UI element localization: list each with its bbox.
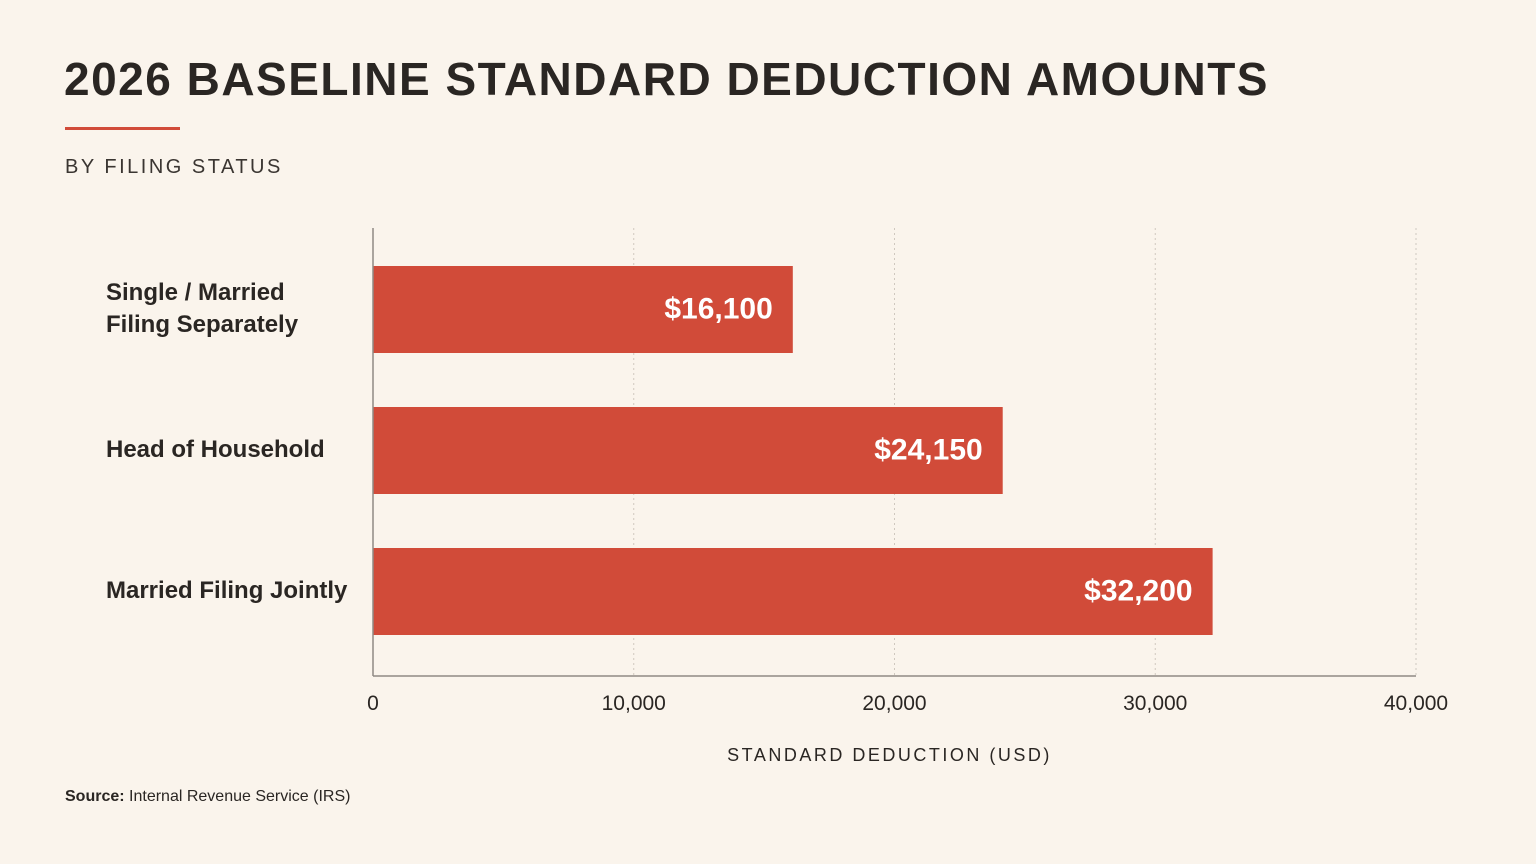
source-label: Source: (65, 788, 125, 805)
bar-1 (373, 407, 1003, 494)
bar-2 (373, 548, 1213, 635)
chart-title: 2026 BASELINE STANDARD DEDUCTION AMOUNTS (64, 53, 1269, 105)
bar-value-label-0: $16,100 (664, 292, 772, 325)
category-label-0-1: Filing Separately (106, 311, 299, 338)
bar-0 (373, 266, 793, 353)
bars (373, 266, 1213, 635)
title-accent-rule (65, 127, 180, 130)
source-text: Internal Revenue Service (IRS) (129, 788, 351, 805)
bar-value-label-2: $32,200 (1084, 574, 1192, 607)
x-tick-label-2: 20,000 (862, 692, 926, 715)
category-label-2-0: Married Filing Jointly (106, 577, 348, 604)
labels: $16,100 $24,150 $32,200 0 10,000 20,000 30,000… (106, 279, 1448, 765)
x-tick-label-3: 30,000 (1123, 692, 1187, 715)
x-tick-label-0: 0 (367, 692, 379, 715)
x-tick-label-4: 40,000 (1384, 692, 1448, 715)
x-tick-label-1: 10,000 (602, 692, 666, 715)
source-note: Source: Internal Revenue Service (IRS) (65, 788, 350, 806)
x-axis-title: STANDARD DEDUCTION (USD) (727, 745, 1052, 765)
bar-value-label-1: $24,150 (874, 433, 982, 466)
axes (372, 228, 1416, 677)
category-label-0-0: Single / Married (106, 279, 285, 306)
category-label-1-0: Head of Household (106, 436, 325, 463)
chart-subtitle: BY FILING STATUS (65, 156, 283, 178)
